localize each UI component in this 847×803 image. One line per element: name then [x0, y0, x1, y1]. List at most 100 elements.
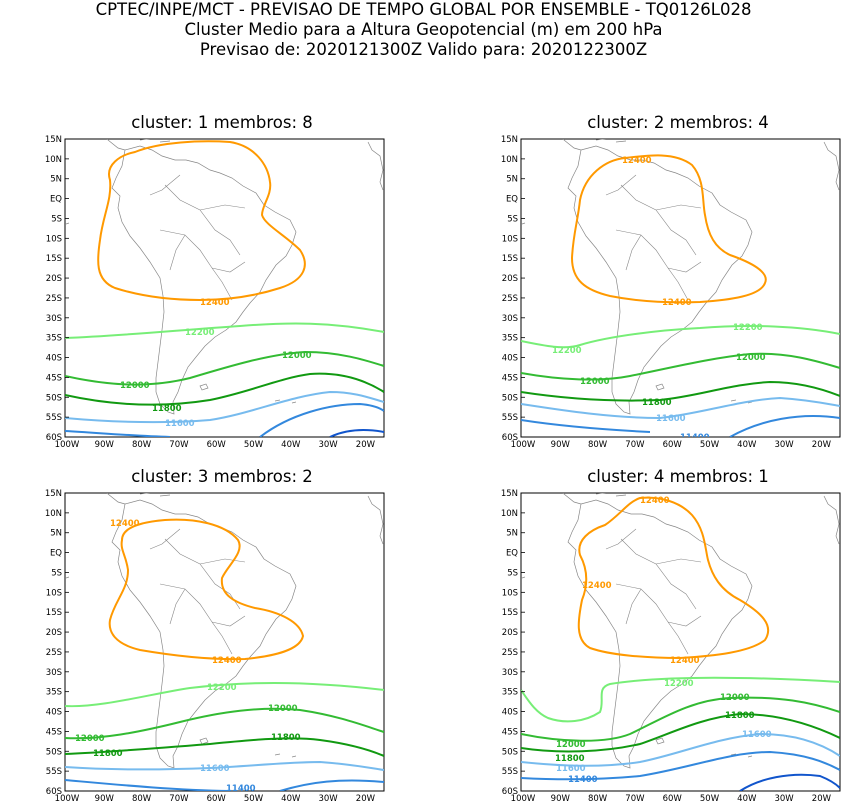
panel-3-map: 12400 12400 12200 12000 12000 11800 1180… [64, 492, 385, 794]
panel-2-lon-tick: 70W [625, 440, 645, 450]
panel-2-title: cluster: 2 membros: 4 [587, 113, 769, 132]
panel-2-lat-tick: 35S [502, 334, 518, 344]
panel-1-lat-tick: 50S [46, 393, 62, 403]
panel-4-label-12000b: 12000 [556, 740, 586, 750]
panel-4-lon-tick: 50W [700, 794, 720, 803]
panel-2-contour-11400 [521, 415, 840, 437]
panel-4-lat-tick: 30S [502, 668, 518, 678]
panel-2-lon-tick: 90W [551, 440, 571, 450]
panel-4-contour-11600 [521, 732, 840, 767]
panel-3-label-12000b: 12000 [75, 734, 105, 744]
panel-2-contour-12400 [570, 154, 767, 304]
panel-3-title: cluster: 3 membros: 2 [131, 467, 313, 486]
panel-3-label-11400: 11400 [226, 784, 256, 794]
panel-3-lat-tick: 10S [46, 588, 62, 598]
panel-2-label-11800: 11800 [642, 398, 672, 408]
panel-4-lat-tick: 15N [501, 489, 518, 499]
panel-3-contour-12400 [108, 518, 305, 661]
panel-4-contour-11800 [521, 712, 840, 753]
panel-2-contour-11600 [521, 396, 840, 420]
panel-3-lon-tick: 20W [356, 794, 376, 803]
panel-1-lon-tick: 20W [356, 440, 376, 450]
panel-4-label-12400b: 12400 [582, 581, 612, 591]
panel-1-lon-tick: 90W [95, 440, 115, 450]
panel-4-lat-tick: 40S [502, 708, 518, 718]
panel-1-lat-tick: 45S [46, 373, 62, 383]
panel-4-lat-tick: 55S [502, 767, 518, 777]
panel-2-lat-tick: 40S [502, 354, 518, 364]
panel-4-lat-tick: 5S [507, 568, 518, 578]
panel-3-contour-12200 [65, 682, 384, 708]
panel-4-contour-11400 [521, 750, 840, 781]
panel-1-lon-tick: 60W [207, 440, 227, 450]
panel-2-lat-tick: 20S [502, 274, 518, 284]
panel-4-label-11800a: 11800 [725, 711, 755, 721]
panel-1-lat-tick: 5S [51, 214, 62, 224]
panel-1-lon-tick: 40W [281, 440, 301, 450]
panel-1-lat-tick: 5N [50, 175, 62, 185]
panel-2-frame [520, 138, 841, 438]
panel-4-contour-12200 [521, 676, 840, 723]
panel-3-lon-tick: 70W [169, 794, 189, 803]
panel-1-label-11600: 11600 [165, 419, 195, 429]
panel-3-lat-tick: EQ [50, 549, 62, 559]
panel-1-label-12400: 12400 [200, 298, 230, 308]
panel-1-frame [64, 138, 385, 438]
panel-2-lon-tick: 50W [700, 440, 720, 450]
panel-4-label-11600b: 11600 [556, 764, 586, 774]
panel-4-label-12400c: 12400 [670, 656, 700, 666]
panel-2-contour-12000 [521, 352, 840, 381]
panel-4-lon-tick: 40W [737, 794, 757, 803]
panel-2-lon-tick: 100W [511, 440, 536, 450]
panel-4-lon-tick: 70W [625, 794, 645, 803]
panel-3-lat-tick: 5N [50, 529, 62, 539]
panel-4-label-12000a: 12000 [720, 693, 750, 703]
panel-3-lon-tick: 30W [318, 794, 338, 803]
panel-2-lat-tick: 5N [506, 175, 518, 185]
panel-1-lat-tick: 10N [45, 155, 62, 165]
panel-3-lat-tick: 55S [46, 767, 62, 777]
panel-4-lat-tick: 35S [502, 688, 518, 698]
panel-3-lat-tick: 60S [46, 787, 62, 797]
panel-1-contour-12000 [65, 350, 384, 386]
panel-1-lat-tick: 55S [46, 413, 62, 423]
panel-3-lon-tick: 40W [281, 794, 301, 803]
panel-1-lat-tick: 15S [46, 254, 62, 264]
header-line-3: Previsao de: 2020121300Z Valido para: 20… [199, 40, 648, 59]
panel-4-map: 12400 12400 12400 12200 12000 12000 1180… [520, 492, 841, 792]
panel-4-lat-tick: 10N [501, 509, 518, 519]
panel-1-contour-12200 [65, 322, 384, 339]
panel-3-lat-tick: 15S [46, 608, 62, 618]
panel-1-lat-tick: 35S [46, 334, 62, 344]
panel-2-lat-tick: 5S [507, 214, 518, 224]
panel-4-lat-tick: 15S [502, 608, 518, 618]
panel-2-label-12000b: 12000 [580, 377, 610, 387]
panel-3-lon-tick: 90W [95, 794, 115, 803]
panel-1-lon-tick: 70W [169, 440, 189, 450]
panel-1-lon-tick: 100W [55, 440, 80, 450]
panel-3-label-12200: 12200 [207, 683, 237, 693]
panel-1-label-12200: 12200 [185, 328, 215, 338]
figure-header: CPTEC/INPE/MCT - PREVISAO DE TEMPO GLOBA… [0, 0, 847, 60]
panel-3-label-11800b: 11800 [93, 749, 123, 759]
panel-2-lat-tick: 10S [502, 234, 518, 244]
panel-4-label-11800b: 11800 [555, 754, 585, 764]
panel-3-label-11800a: 11800 [271, 733, 301, 743]
panel-2-lat-tick: 60S [502, 433, 518, 443]
panel-3-lat-tick: 5S [51, 568, 62, 578]
panel-4-lon-tick: 90W [551, 794, 571, 803]
panel-4-lon-tick: 20W [812, 794, 832, 803]
panel-1-lon-tick: 30W [318, 440, 338, 450]
panel-1-contour-11600 [65, 390, 384, 424]
panel-4-lon-tick: 60W [663, 794, 683, 803]
panel-4-title: cluster: 4 membros: 1 [587, 467, 769, 486]
panel-1-lat-tick: 25S [46, 294, 62, 304]
panel-3-lat-tick: 50S [46, 747, 62, 757]
panel-1-lon-tick: 80W [132, 440, 152, 450]
panel-3-lat-tick: 20S [46, 628, 62, 638]
panel-3-contour-11600 [65, 760, 384, 771]
panel-3-lat-tick: 40S [46, 708, 62, 718]
panel-4-label-11600a: 11600 [742, 730, 772, 740]
